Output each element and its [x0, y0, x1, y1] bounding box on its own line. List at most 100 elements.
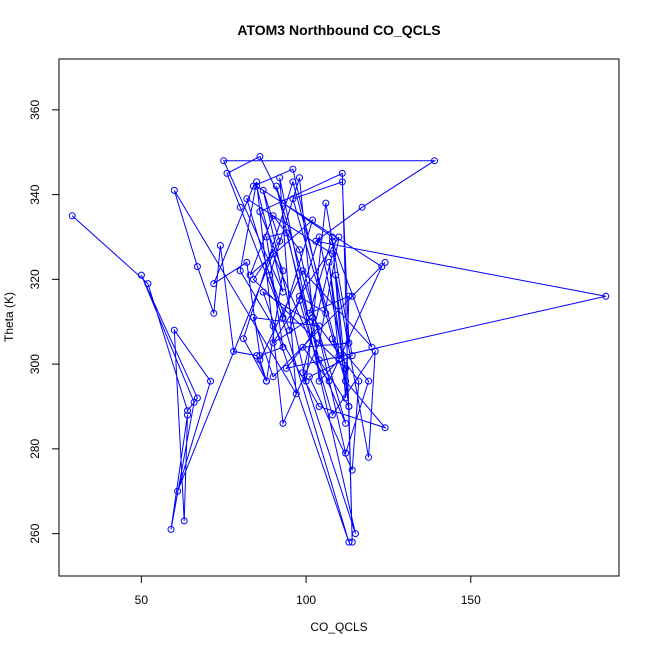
- y-tick-label: 360: [28, 100, 42, 120]
- data-point: [269, 322, 277, 330]
- data-point: [345, 292, 353, 300]
- data-point: [335, 352, 343, 360]
- data-point: [296, 246, 303, 254]
- data-point: [259, 288, 267, 296]
- data-point: [338, 169, 346, 177]
- data-point: [249, 275, 257, 283]
- data-point: [315, 339, 323, 347]
- data-point: [296, 297, 303, 304]
- data-point: [315, 322, 323, 330]
- data-point: [292, 390, 300, 398]
- data-point: [309, 314, 317, 321]
- data-point: [266, 271, 274, 279]
- data-point: [279, 267, 287, 275]
- data-point: [279, 199, 287, 207]
- data-point: [338, 178, 346, 186]
- data-point: [216, 242, 224, 249]
- data-point: [358, 203, 366, 211]
- data-point: [269, 212, 277, 220]
- data-point: [352, 530, 359, 538]
- data-point: [328, 250, 336, 258]
- data-point: [170, 186, 178, 194]
- data-point: [269, 373, 277, 381]
- y-axis-label: Theta (K): [2, 292, 16, 342]
- data-point: [345, 339, 353, 347]
- data-point: [174, 487, 182, 495]
- data-point: [269, 339, 277, 347]
- data-point: [230, 347, 238, 355]
- data-point: [345, 538, 353, 546]
- data-point: [249, 314, 257, 321]
- data-point: [315, 233, 323, 241]
- y-tick-label: 320: [28, 269, 42, 289]
- data-point: [243, 258, 251, 266]
- data-point: [296, 292, 303, 300]
- data-point: [184, 407, 191, 415]
- y-tick-label: 260: [28, 523, 42, 543]
- data-point: [328, 335, 336, 343]
- data-point: [325, 377, 333, 385]
- data-point: [193, 263, 201, 271]
- data-point: [289, 165, 297, 173]
- x-axis: 50 100 150: [135, 576, 481, 607]
- data-point: [256, 356, 264, 364]
- data-point: [253, 182, 261, 190]
- data-point: [348, 352, 356, 360]
- data-point: [210, 309, 218, 317]
- data-point: [309, 216, 317, 224]
- data-point: [299, 343, 307, 351]
- data-point: [279, 288, 287, 296]
- chart-title: ATOM3 Northbound CO_QCLS: [237, 22, 440, 38]
- data-point: [180, 517, 188, 525]
- data-point: [348, 292, 356, 300]
- series-layer: [68, 153, 610, 546]
- data-point: [322, 309, 330, 317]
- data-point: [348, 538, 356, 546]
- data-point: [335, 356, 343, 364]
- data-point: [256, 208, 264, 216]
- data-point: [263, 233, 270, 241]
- data-point: [259, 186, 267, 194]
- data-point: [236, 203, 244, 211]
- data-point: [279, 419, 287, 427]
- data-point: [315, 403, 323, 410]
- data-point: [269, 250, 277, 258]
- data-point: [296, 174, 303, 182]
- plot-frame: [58, 58, 620, 577]
- data-point: [240, 335, 247, 343]
- data-point: [365, 377, 373, 385]
- y-axis: 260 280 300 320 340 360: [28, 100, 59, 544]
- data-point: [381, 258, 389, 266]
- data-point: [246, 271, 254, 279]
- data-point: [348, 466, 356, 474]
- data-point: [305, 373, 313, 381]
- data-point: [299, 267, 307, 275]
- data-point: [328, 233, 336, 241]
- data-point: [276, 237, 284, 245]
- data-point: [355, 377, 363, 385]
- data-point: [223, 169, 231, 177]
- data-point: [272, 182, 280, 190]
- data-point: [243, 195, 251, 203]
- data-point: [342, 364, 350, 372]
- data-point: [431, 157, 438, 165]
- data-point: [193, 394, 201, 402]
- data-point: [190, 398, 198, 406]
- data-point: [371, 347, 379, 355]
- data-point: [282, 364, 290, 372]
- data-point: [299, 369, 307, 377]
- x-tick-label: 50: [135, 593, 149, 607]
- data-point: [253, 352, 261, 360]
- data-point: [332, 271, 340, 279]
- data-point: [378, 263, 386, 271]
- data-point: [236, 267, 244, 275]
- data-point: [144, 280, 152, 288]
- data-point: [68, 212, 76, 220]
- data-point: [342, 449, 350, 457]
- y-tick-label: 300: [28, 354, 42, 374]
- data-point: [253, 178, 261, 186]
- data-point: [315, 377, 323, 385]
- x-axis-label: CO_QCLS: [310, 620, 367, 634]
- data-point: [602, 292, 610, 300]
